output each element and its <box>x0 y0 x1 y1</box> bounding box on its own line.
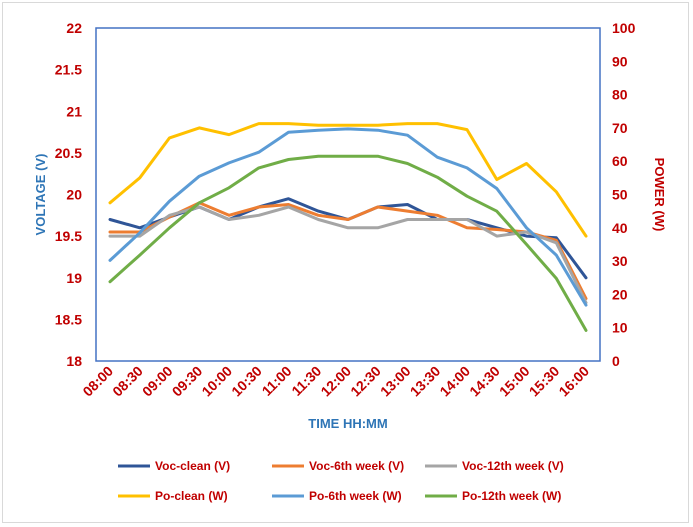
x-tick-label: 13:30 <box>407 363 444 400</box>
x-tick-label: 12:30 <box>347 363 384 400</box>
series-line-voc-12th-week-v <box>108 205 588 305</box>
series-line-voc-6th-week-v <box>108 201 588 301</box>
legend-label: Voc-12th week (V) <box>462 459 564 473</box>
x-axis-ticks: 08:0008:3009:0009:3010:0010:3011:0011:30… <box>79 363 592 400</box>
x-tick-label: 10:00 <box>198 363 235 400</box>
x-tick-label: 11:30 <box>288 363 324 399</box>
x-tick-label: 10:30 <box>228 363 265 400</box>
y-right-tick-label: 70 <box>612 120 628 136</box>
y-left-tick-label: 20 <box>66 187 82 203</box>
series-line-po-6th-week-w <box>108 127 588 307</box>
right-axis-ticks: 0 10 20 30 40 50 60 70 80 90 100 <box>612 20 636 369</box>
y-right-tick-label: 90 <box>612 53 628 69</box>
x-tick-label: 11:00 <box>259 363 295 399</box>
x-tick-label: 08:00 <box>79 363 116 400</box>
y-right-tick-label: 50 <box>612 187 628 203</box>
y-right-tick-label: 40 <box>612 220 628 236</box>
x-tick-label: 13:00 <box>377 363 414 400</box>
y-axis-right-title: POWER (W) <box>652 158 667 232</box>
y-right-tick-label: 10 <box>612 320 628 336</box>
y-right-tick-label: 100 <box>612 20 636 36</box>
y-left-tick-label: 19.5 <box>55 228 82 244</box>
y-left-tick-label: 20.5 <box>55 145 82 161</box>
series-line-po-clean-w <box>108 122 588 238</box>
y-left-tick-label: 21.5 <box>55 62 82 78</box>
x-tick-label: 14:30 <box>466 363 503 400</box>
x-tick-label: 15:30 <box>526 363 563 400</box>
plot-area-border <box>95 27 601 362</box>
series-line-po-12th-week-w <box>108 154 588 332</box>
x-tick-label: 16:00 <box>555 363 592 400</box>
legend-label: Po-6th week (W) <box>309 489 402 503</box>
y-right-tick-label: 30 <box>612 253 628 269</box>
y-right-tick-label: 60 <box>612 153 628 169</box>
x-tick-label: 12:00 <box>317 363 354 400</box>
y-left-tick-label: 21 <box>66 103 82 119</box>
y-left-tick-label: 18 <box>66 353 82 369</box>
y-left-tick-label: 22 <box>66 20 82 36</box>
y-left-tick-label: 18.5 <box>55 311 82 327</box>
x-tick-label: 08:30 <box>109 363 146 400</box>
legend-label: Po-clean (W) <box>155 489 228 503</box>
x-tick-label: 15:00 <box>496 363 533 400</box>
y-right-tick-label: 80 <box>612 87 628 103</box>
x-axis-title: TIME HH:MM <box>308 416 387 431</box>
series-lines <box>108 122 588 332</box>
left-axis-ticks: 18 18.5 19 19.5 20 20.5 21 21.5 22 <box>55 20 82 369</box>
y-axis-left-title: VOLTAGE (V) <box>33 154 48 236</box>
y-left-tick-label: 19 <box>66 270 82 286</box>
legend-label: Voc-6th week (V) <box>309 459 404 473</box>
x-tick-label: 14:00 <box>436 363 473 400</box>
y-right-tick-label: 20 <box>612 286 628 302</box>
legend-label: Po-12th week (W) <box>462 489 561 503</box>
x-tick-label: 09:00 <box>139 363 176 400</box>
legend-label: Voc-clean (V) <box>155 459 230 473</box>
x-tick-label: 09:30 <box>169 363 206 400</box>
y-right-tick-label: 0 <box>612 353 620 369</box>
legend: Voc-clean (V) Voc-6th week (V) Voc-12th we… <box>118 459 564 503</box>
